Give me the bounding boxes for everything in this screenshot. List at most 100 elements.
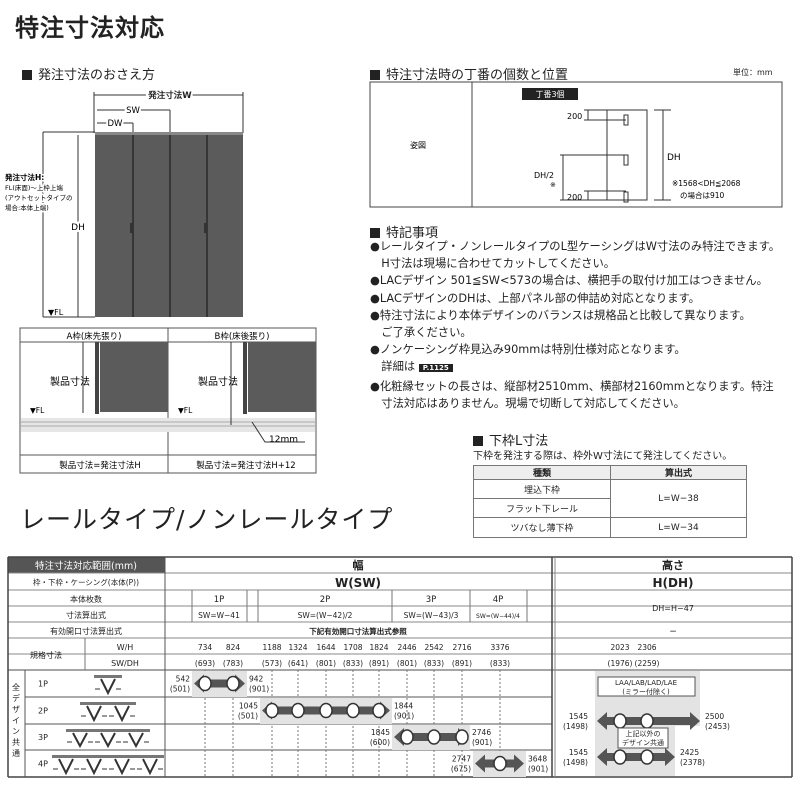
std-size: (641): [288, 659, 308, 668]
std-size-marker: [640, 713, 654, 729]
range-max: 2746: [472, 728, 491, 737]
fold-door-icon: [128, 732, 144, 749]
svg-text:製品寸法: 製品寸法: [50, 375, 90, 388]
design-label: (ミラー付除く): [622, 687, 670, 696]
table-text: (2259): [635, 659, 660, 668]
table-text: 1545: [569, 748, 588, 757]
table-cell: ツバなし薄下枠: [473, 517, 611, 538]
height-header: 高さ: [662, 558, 684, 572]
order-dims-diagram: 発注寸法W SW DW DH 発注寸法H: FL(床面)～上枠上端 (アウトセッ…: [3, 88, 317, 474]
common-label: 通: [12, 748, 20, 758]
std-size: (891): [369, 659, 389, 668]
note-line: ●LACデザイン 501≦SW<573の場合は、横把手の取付け加工はつきません。: [370, 274, 768, 288]
svg-text:DH: DH: [71, 223, 85, 233]
std-size: (891): [452, 659, 472, 668]
std-size: (693): [195, 659, 215, 668]
std-size-marker: [226, 675, 240, 692]
notes-list: ●レールタイプ・ノンレールタイプのL型ケーシングはW寸法のみ特注できます。 H寸…: [370, 238, 780, 412]
std-size: (783): [223, 659, 243, 668]
table-cell: フラット下レール: [473, 498, 611, 518]
range-max: 1844: [394, 702, 413, 711]
range-table: 特注寸法対応範囲(mm) 幅 高さ枠・下枠・ケーシング(本体(P)) W(SW) H(D…: [7, 556, 793, 778]
fold-door-icon: [100, 732, 116, 749]
table-text: 1545: [569, 712, 588, 721]
svg-text:SW: SW: [126, 106, 140, 116]
svg-text:DH: DH: [667, 153, 681, 163]
std-size-marker: [640, 749, 654, 765]
svg-text:※: ※: [550, 181, 556, 189]
table-text: 本体枚数: [70, 594, 102, 604]
std-size-marker: [613, 749, 627, 765]
svg-text:製品寸法=発注寸法H: 製品寸法=発注寸法H: [59, 460, 141, 471]
fold-door-icon: [100, 678, 116, 696]
design-label: 上記以外の: [626, 729, 661, 738]
page-ref-link[interactable]: P.1125: [418, 364, 453, 373]
table-text: 2425: [680, 748, 699, 757]
std-size: (833): [424, 659, 444, 668]
table-text: 2500: [705, 712, 724, 721]
door-panels: [95, 133, 243, 317]
fold-door-icon: [114, 758, 130, 776]
range-max: (901): [394, 712, 414, 721]
common-label: イ: [12, 716, 20, 725]
std-size: (801): [397, 659, 417, 668]
header-cell: [8, 557, 165, 573]
note-line: ●ノンケーシング枠見込み90mmは特別仕様対応となります。: [370, 343, 686, 357]
table-text: SW/DH: [111, 659, 139, 668]
table-text: (2378): [680, 758, 705, 767]
hinge-diagram: 姿図 丁番3個 200 200 DH/2 ※ DH ※1568<DH≦2068 …: [369, 81, 783, 208]
std-size-marker: [372, 702, 386, 719]
note-line: ご了承ください。: [370, 326, 472, 340]
range-max: (901): [472, 738, 492, 747]
note-line: 寸法対応はありません。現場で切断して対応してください。: [370, 396, 685, 410]
table-text: −: [669, 627, 677, 637]
lower-frame-desc: 下枠を発注する際は、枠外W寸法にて発注してください。: [473, 451, 733, 462]
design-label: デザイン共通: [622, 738, 664, 747]
fold-door-icon: [72, 732, 88, 749]
door-icon: [52, 755, 164, 758]
note-line: ●LACデザインのDHは、上部パネル部の伸詰め対応となります。: [370, 291, 700, 305]
hinge-heading: 特注寸法時の丁番の個数と位置: [370, 64, 568, 83]
std-size: (833): [343, 659, 363, 668]
std-size-marker: [427, 729, 441, 745]
std-size: 1188: [262, 643, 281, 652]
range-min: 2747: [452, 755, 471, 764]
svg-text:▼FL: ▼FL: [178, 406, 193, 415]
std-size-marker: [346, 702, 360, 719]
svg-text:▼FL: ▼FL: [30, 406, 45, 415]
std-size: 1644: [316, 643, 335, 652]
std-size: 1324: [288, 643, 307, 652]
common-label: デ: [12, 693, 20, 703]
svg-text:発注寸法H:: 発注寸法H:: [4, 172, 44, 182]
svg-text:FL(床面)～上枠上端: FL(床面)～上枠上端: [5, 183, 63, 192]
formula: SW=(W−43)/3: [404, 611, 459, 620]
height-range-arrow: [597, 748, 675, 766]
svg-text:B枠(床後張り): B枠(床後張り): [215, 331, 270, 342]
std-size-marker: [265, 702, 279, 719]
table-text: (1976): [608, 659, 633, 668]
table-cell: L=W−38: [610, 479, 747, 518]
range-min: (501): [170, 685, 190, 694]
panel-row-label: 3P: [38, 733, 48, 742]
table-text: (1498): [563, 758, 588, 767]
panel-count: 4P: [493, 595, 504, 605]
range-max: (901): [249, 685, 269, 694]
std-size-marker: [613, 713, 627, 729]
subtitle: レールタイプ/ノンレールタイプ: [20, 505, 394, 534]
notes-heading: 特記事項: [370, 222, 438, 241]
table-text: (2453): [705, 722, 730, 731]
lower-frame-heading: 下枠L寸法: [473, 430, 548, 449]
std-size-marker: [198, 675, 212, 692]
fold-door-icon: [114, 705, 130, 723]
note-line: ●化粧縁セットの長さは、縦部材2510mm、横部材2160mmとなります。特注: [370, 379, 774, 393]
range-max: 942: [249, 675, 264, 684]
std-size: 734: [198, 643, 213, 652]
range-min: (501): [238, 712, 258, 721]
note-line: H寸法は現場に合わせてカットしてください。: [370, 257, 616, 271]
svg-text:12mm: 12mm: [269, 435, 298, 445]
std-size: (833): [490, 659, 510, 668]
std-size-marker: [291, 702, 305, 719]
formula: SW=(W−42)/2: [298, 611, 353, 620]
fold-door-icon: [86, 705, 102, 723]
fold-door-icon: [86, 758, 102, 776]
